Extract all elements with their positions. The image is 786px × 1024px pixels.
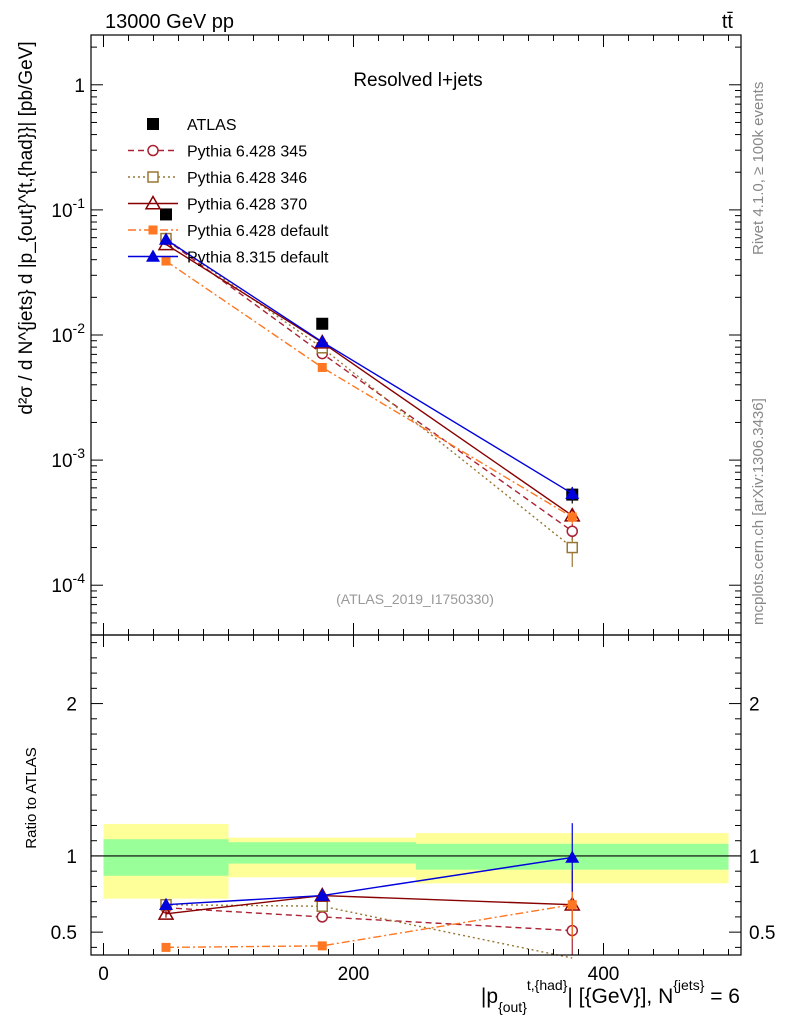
header-right-label: tt̄ [722, 11, 734, 33]
ratio-point-pythia-6-428-345 [316, 911, 328, 923]
legend-label-atlas: ATLAS [187, 117, 237, 134]
legend-marker-pythia-8-315-default [146, 249, 160, 262]
plot-title: Resolved l+jets [353, 70, 482, 91]
legend-marker-pythia-6-428-default [148, 225, 158, 235]
data-series [157, 208, 581, 959]
main-point-atlas [316, 317, 329, 330]
main-series-line-pythia-6-428-346 [165, 237, 573, 549]
ratio-series-line-pythia-6-428-345 [165, 907, 573, 932]
ratio-point-pythia-6-428-default [317, 941, 327, 951]
ratio-y-tick-label-right: 2 [749, 695, 760, 716]
axis-ticks: 1 10-1 10-2 10-3 10-4 0.5 0.5 1 1 2 2 0 200 400 [51, 35, 775, 985]
main-y-tick-label: 10-1 [51, 195, 85, 222]
ratio-point-pythia-8-315-default [315, 888, 330, 901]
analysis-reference-label: (ATLAS_2019_I1750330) [336, 591, 494, 607]
x-axis-label: |p{out}t,{had}| [{GeV}], N{jets} = 6 [481, 977, 740, 1015]
ratio-point-pythia-8-315-default [159, 897, 173, 910]
main-point-pythia-6-428-default [317, 362, 327, 372]
main-point-pythia-6-428-default [567, 512, 577, 522]
legend-label-pythia-6-428-default: Pythia 6.428 default [187, 223, 329, 240]
legend-label-pythia-6-428-345: Pythia 6.428 345 [187, 144, 307, 161]
main-y-axis-label: d²σ / d N^{jets} d |p_{out}^{t,{had}}| [… [16, 41, 37, 414]
main-point-pythia-6-428-345 [566, 525, 578, 537]
ratio-point-pythia-6-428-370 [157, 905, 175, 920]
main-point-atlas [160, 208, 172, 221]
main-point-pythia-8-315-default [565, 486, 580, 499]
legend-marker-pythia-6-428-370 [144, 194, 162, 210]
ratio-band-green [103, 839, 229, 876]
ratio-y-tick-label-right: 1 [749, 847, 760, 868]
ratio-y-tick-label-left: 1 [66, 847, 77, 868]
ratio-band-green [228, 842, 416, 864]
ratio-point-pythia-6-428-default [567, 900, 577, 910]
legend: ATLAS Pythia 6.428 345 Pythia 6.428 346 Pyt… [128, 117, 329, 267]
legend-label-pythia-8-315-default: Pythia 8.315 default [187, 250, 329, 267]
legend-label-pythia-6-428-370: Pythia 6.428 370 [187, 197, 307, 214]
main-point-pythia-8-315-default [315, 334, 330, 348]
ratio-y-tick-label-right: 0.5 [749, 923, 775, 944]
ratio-y-tick-label-left: 0.5 [51, 923, 77, 944]
main-y-tick-label: 10-3 [51, 445, 85, 472]
x-tick-label: 0 [98, 964, 109, 985]
main-y-tick-label: 10-4 [51, 570, 85, 597]
mcplots-source-label: mcplots.cern.ch [arXiv:1306.3436] [750, 398, 767, 625]
ratio-y-tick-label-left: 2 [66, 695, 77, 716]
main-series-line-pythia-8-315-default [165, 238, 573, 495]
main-y-tick-label: 10-2 [51, 320, 85, 347]
ratio-point-pythia-6-428-346 [316, 900, 328, 912]
main-point-pythia-8-315-default [159, 232, 173, 245]
x-tick-label: 200 [338, 964, 370, 985]
ratio-panel-frame [90, 634, 742, 956]
main-point-pythia-6-428-346 [566, 541, 578, 554]
ratio-point-pythia-6-428-default [161, 942, 171, 952]
main-series-line-pythia-6-428-370 [165, 243, 573, 517]
legend-marker-atlas [147, 118, 159, 130]
ratio-bands [103, 823, 729, 899]
ratio-point-pythia-8-315-default [565, 850, 580, 863]
rivet-version-label: Rivet 4.1.0, ≥ 100k events [750, 82, 767, 255]
header-left-label: 13000 GeV pp [105, 11, 234, 33]
ratio-series-line-pythia-6-428-346 [165, 904, 573, 959]
legend-marker-pythia-6-428-345 [147, 144, 159, 157]
main-y-tick-label: 1 [74, 76, 85, 97]
ratio-y-axis-label: Ratio to ATLAS [23, 747, 40, 848]
main-point-pythia-6-428-default [161, 256, 171, 266]
legend-label-pythia-6-428-346: Pythia 6.428 346 [187, 170, 307, 187]
x-tick-label: 400 [588, 964, 620, 985]
legend-marker-pythia-6-428-346 [147, 171, 159, 183]
main-series-line-pythia-6-428-default [165, 260, 573, 518]
